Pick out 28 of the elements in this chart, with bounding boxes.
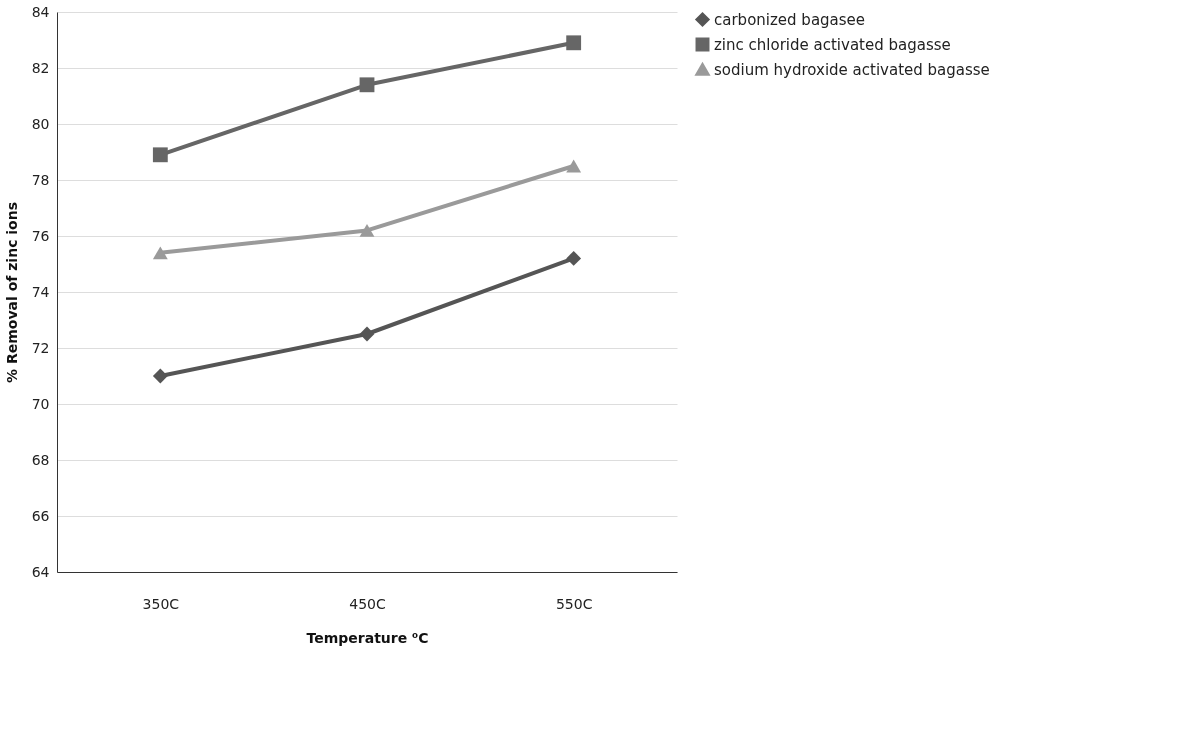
y-tick-label: 68 — [31, 451, 50, 468]
y-tick-label: 80 — [31, 115, 50, 132]
point — [566, 159, 582, 173]
y-tick-label: 78 — [31, 171, 50, 188]
y-tick-label: 76 — [31, 227, 50, 244]
legend-label: zinc chloride activated bagasse — [714, 35, 951, 54]
y-tick-label: 70 — [31, 395, 50, 412]
y-tick-label: 84 — [31, 3, 50, 20]
y-axis-title: % Removal of zinc ions — [3, 201, 20, 384]
legend-label: sodium hydroxide activated bagasse — [714, 60, 990, 79]
legend-label: carbonized bagasee — [714, 10, 866, 29]
y-tick-label: 72 — [31, 339, 50, 356]
y-tick-label: 74 — [31, 283, 50, 300]
point — [152, 368, 168, 384]
x-tick-label: 450C — [349, 595, 386, 612]
point — [566, 250, 582, 266]
y-tick-label: 64 — [31, 563, 50, 580]
point — [359, 223, 375, 237]
x-tick-label: 350C — [142, 595, 180, 612]
x-axis-title: Temperature ⁰C — [306, 629, 429, 646]
point — [152, 246, 168, 260]
point — [359, 77, 375, 93]
point — [566, 35, 582, 51]
y-tick-label: 66 — [31, 507, 50, 524]
x-tick-label: 550C — [555, 595, 593, 612]
point — [152, 147, 168, 163]
y-tick-label: 82 — [31, 59, 50, 76]
point — [359, 326, 375, 342]
